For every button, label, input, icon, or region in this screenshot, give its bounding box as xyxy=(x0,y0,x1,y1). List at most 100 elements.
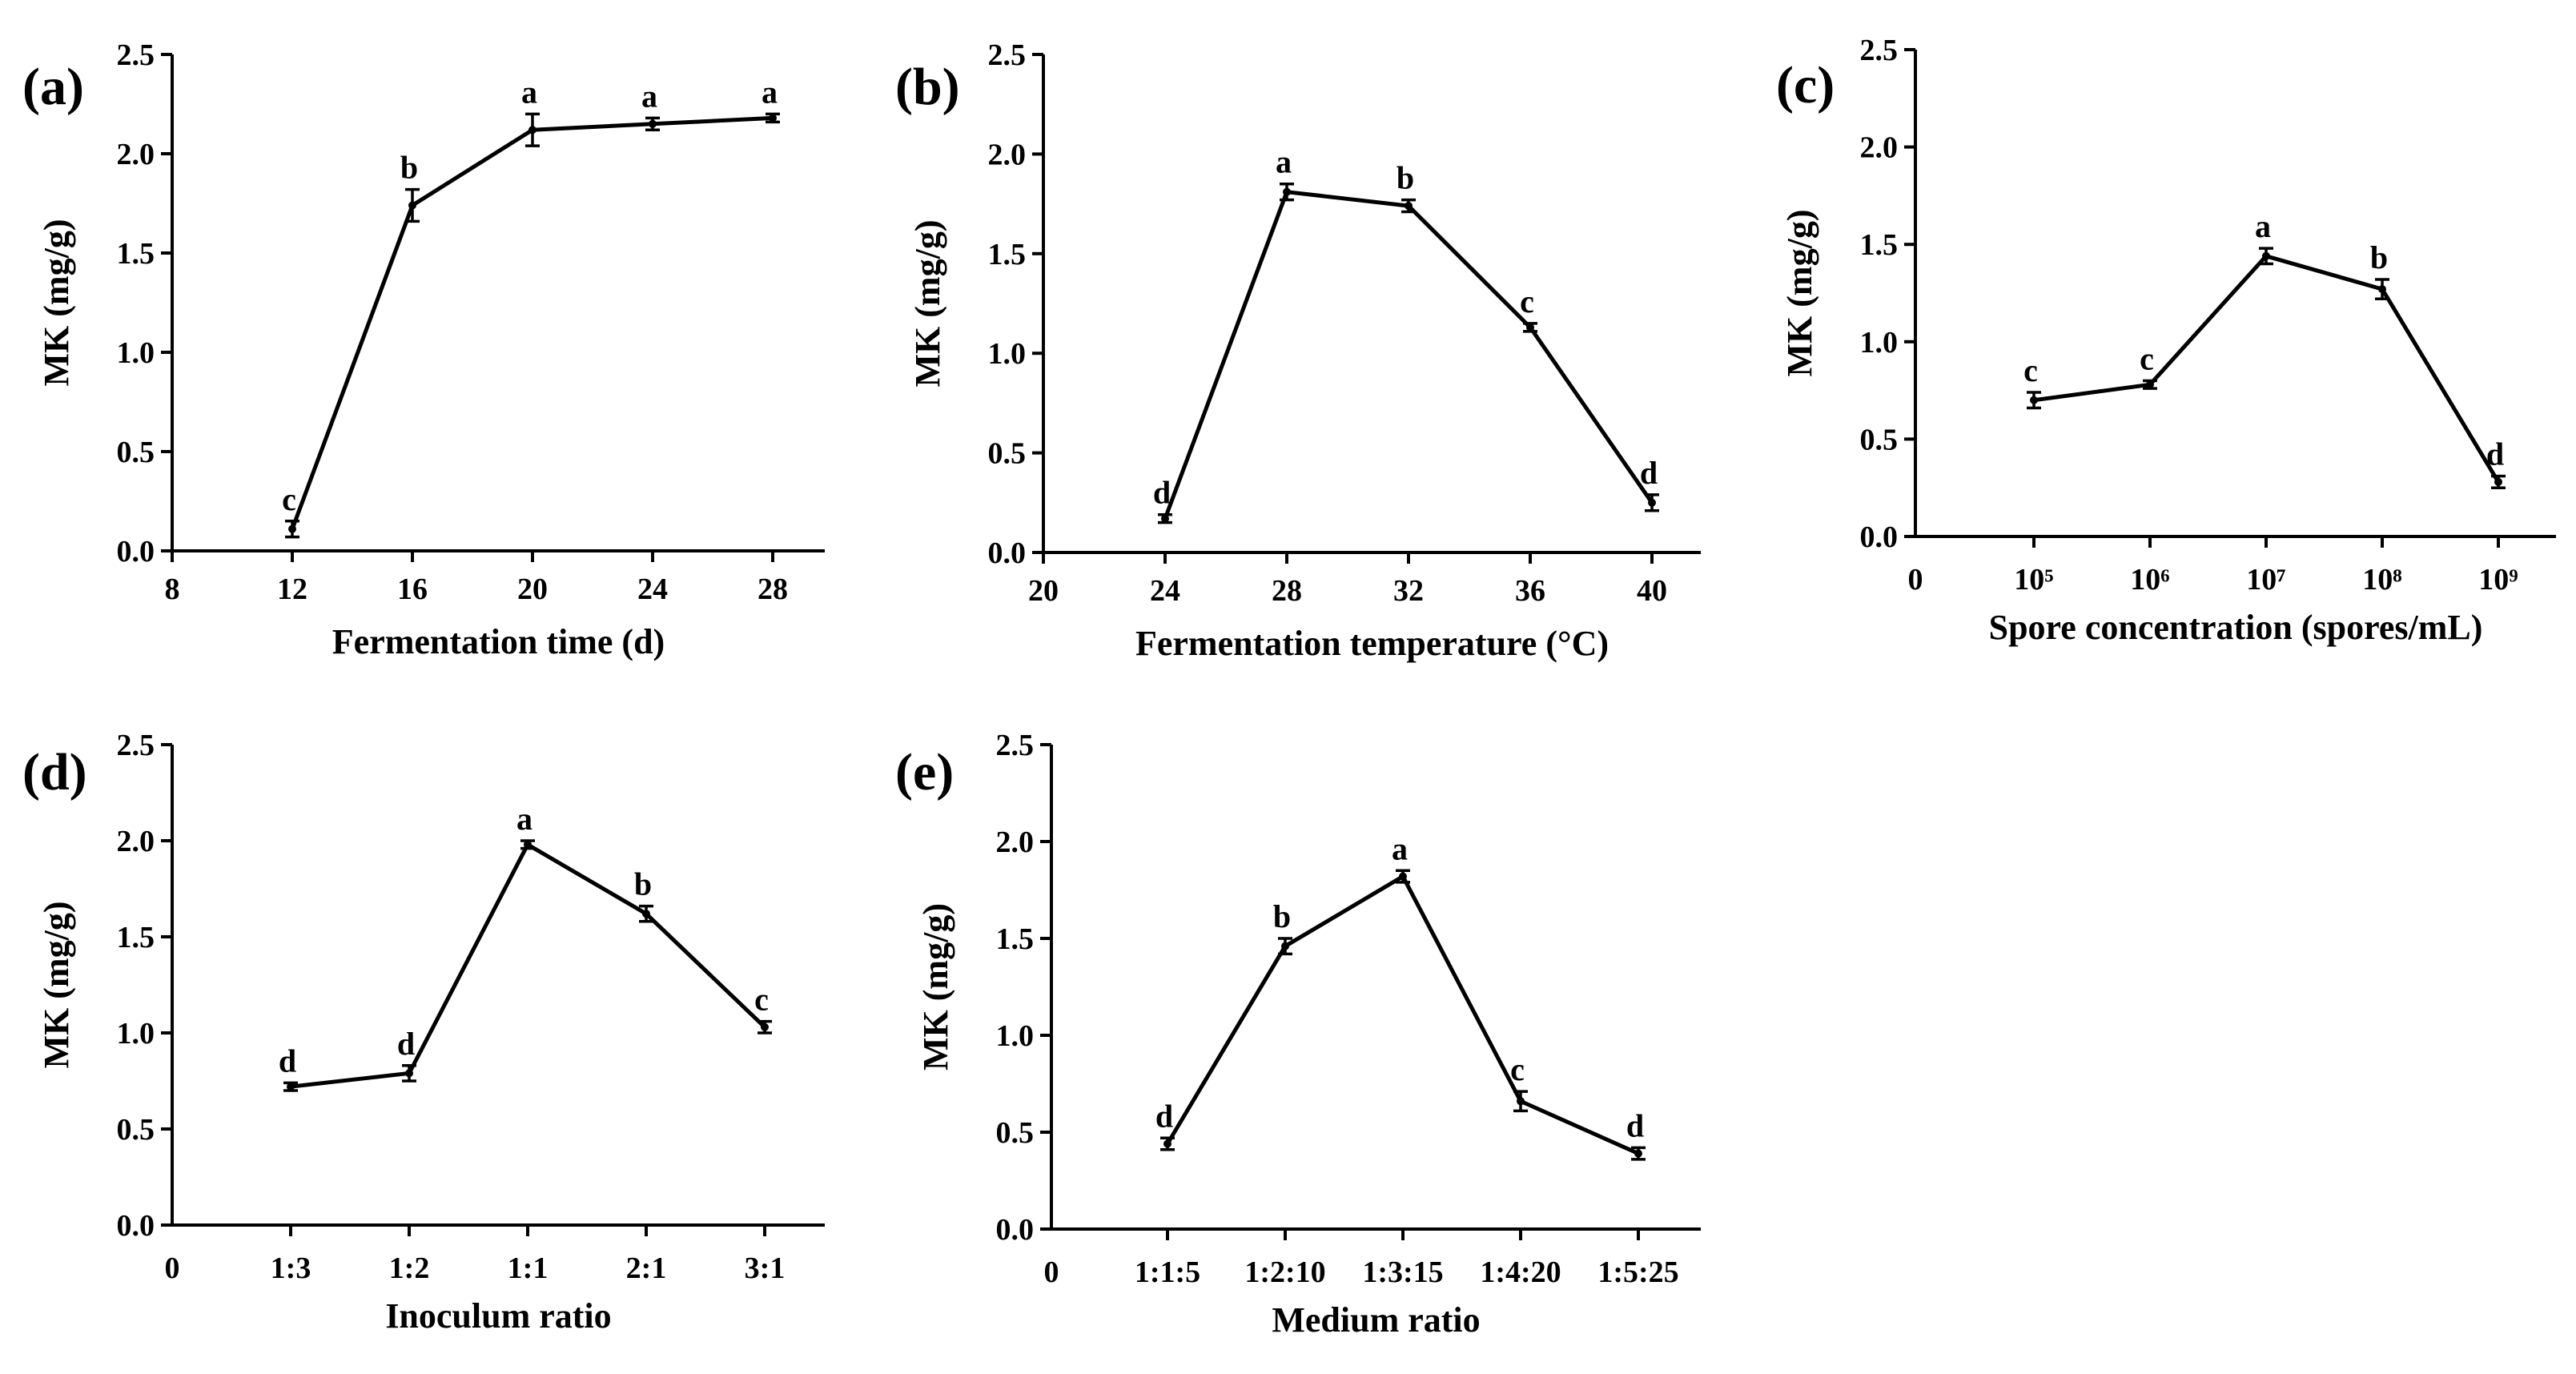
significance-label: a xyxy=(521,74,537,110)
data-point xyxy=(2262,251,2270,260)
y-tick-label: 0.5 xyxy=(117,436,155,469)
y-tick-label: 2.5 xyxy=(988,38,1027,72)
y-tick-label: 2.5 xyxy=(1860,34,1899,67)
x-tick-label-zero: 0 xyxy=(165,1251,180,1285)
x-tick-label: 10⁷ xyxy=(2246,563,2285,597)
x-tick-label: 16 xyxy=(397,572,428,606)
x-tick-label: 1:3:15 xyxy=(1362,1255,1443,1289)
y-tick-label: 0.0 xyxy=(1860,520,1899,554)
y-tick-label: 2.0 xyxy=(1860,131,1899,165)
y-tick-label: 2.0 xyxy=(996,826,1035,859)
data-point xyxy=(1283,187,1291,196)
chart-panel-1: 0.0 0.5 1.0 1.5 2.0 2.5 8 12 16 20 24 28 Fermentatio… xyxy=(22,38,825,661)
x-axis-label: Fermentation time (d) xyxy=(332,622,665,661)
x-axis-label: Inoculum ratio xyxy=(385,1296,611,1336)
series-line xyxy=(1165,874,1640,1155)
series-line xyxy=(290,115,774,530)
significance-label: b xyxy=(634,866,652,902)
data-point xyxy=(405,1069,413,1078)
data-point xyxy=(1399,872,1407,881)
y-tick-label: 2.5 xyxy=(117,38,155,72)
x-tick-label: 1:1 xyxy=(508,1251,549,1285)
significance-label: c xyxy=(282,481,296,517)
y-tick-label: 2.0 xyxy=(988,138,1027,171)
x-tick-label: 36 xyxy=(1515,574,1545,608)
x-tick-label: 20 xyxy=(1028,574,1059,608)
y-tick-label: 1.0 xyxy=(117,336,155,370)
data-point xyxy=(1161,514,1169,523)
significance-label: d xyxy=(397,1026,415,1062)
x-tick-label: 1:2 xyxy=(389,1251,430,1285)
y-tick-label: 1.5 xyxy=(117,237,155,271)
x-tick-label: 3:1 xyxy=(745,1251,786,1285)
series-line xyxy=(2033,254,2501,484)
x-tick-label: 8 xyxy=(165,572,180,606)
data-point xyxy=(1526,323,1534,331)
significance-label: c xyxy=(2140,340,2154,376)
y-axis-label: MK (mg/g) xyxy=(908,220,947,388)
x-tick-label-zero: 0 xyxy=(1908,563,1923,597)
significance-label: b xyxy=(1273,898,1291,934)
x-tick-label: 28 xyxy=(758,572,788,606)
significance-label: a xyxy=(762,74,778,110)
y-axis-label: MK (mg/g) xyxy=(1780,210,1819,377)
significance-label: d xyxy=(279,1043,296,1079)
x-tick-label: 12 xyxy=(277,572,307,606)
x-tick-label-zero: 0 xyxy=(1044,1255,1059,1289)
significance-label: a xyxy=(2255,208,2271,244)
y-tick-label: 1.5 xyxy=(988,238,1027,271)
significance-label: d xyxy=(1153,475,1171,511)
y-tick-label: 1.0 xyxy=(996,1019,1035,1053)
data-point xyxy=(1281,942,1289,950)
significance-label: d xyxy=(1640,455,1658,491)
series-line xyxy=(1163,190,1654,520)
significance-label: a xyxy=(1392,830,1408,866)
panel-label: (e) xyxy=(895,743,954,802)
significance-label: b xyxy=(400,150,418,186)
y-axis-label: MK (mg/g) xyxy=(37,219,76,387)
data-point xyxy=(2030,396,2038,404)
x-tick-label: 1:3 xyxy=(271,1251,311,1285)
panel-label: (d) xyxy=(22,743,87,802)
y-tick-label: 2.5 xyxy=(117,729,155,762)
x-tick-label: 20 xyxy=(517,572,548,606)
significance-label: b xyxy=(1397,160,1414,196)
data-point xyxy=(642,910,650,918)
y-tick-label: 0.5 xyxy=(996,1116,1035,1150)
y-tick-label: 0.5 xyxy=(1860,423,1899,456)
data-point xyxy=(769,114,777,123)
panel-label: (c) xyxy=(1776,56,1835,114)
x-tick-label: 40 xyxy=(1637,574,1667,608)
data-point xyxy=(1405,202,1413,211)
chart-panel-2: 0.0 0.5 1.0 1.5 2.0 2.5 20 24 28 32 36 40 Fermentati… xyxy=(895,38,1701,663)
significance-label: c xyxy=(2023,352,2038,388)
chart-panel-4: 0.0 0.5 1.0 1.5 2.0 2.5 0 1:3 1:2 1:1 2:1 3:1 Inocul… xyxy=(22,729,825,1336)
data-point xyxy=(528,126,536,135)
y-tick-label: 1.0 xyxy=(117,1017,155,1051)
data-point xyxy=(1163,1139,1171,1148)
y-tick-label: 1.5 xyxy=(1860,228,1899,262)
y-tick-label: 0.0 xyxy=(117,1209,155,1243)
y-tick-label: 0.0 xyxy=(988,536,1027,570)
x-tick-label: 10⁵ xyxy=(2014,563,2053,597)
panel-label: (b) xyxy=(895,58,960,116)
significance-label: a xyxy=(641,78,657,114)
significance-label: b xyxy=(2370,239,2388,275)
panel-label: (a) xyxy=(22,58,84,116)
y-tick-label: 0.0 xyxy=(117,535,155,568)
x-tick-label: 24 xyxy=(1150,574,1180,608)
chart-panel-5: 0.0 0.5 1.0 1.5 2.0 2.5 0 1:1:5 1:2:10 1:3:15 1:4:… xyxy=(895,729,1701,1340)
significance-label: d xyxy=(1155,1098,1173,1134)
y-tick-label: 1.0 xyxy=(988,337,1027,371)
significance-label: d xyxy=(1626,1107,1644,1143)
x-tick-label: 1:4:20 xyxy=(1480,1255,1561,1289)
significance-label: d xyxy=(2486,436,2504,472)
y-axis-label: MK (mg/g) xyxy=(37,902,76,1069)
y-tick-label: 0.0 xyxy=(996,1213,1035,1247)
x-axis-label: Spore concentration (spores/mL) xyxy=(1989,608,2483,647)
data-point xyxy=(1648,498,1656,507)
data-point xyxy=(761,1022,769,1031)
data-point xyxy=(649,119,657,128)
data-point xyxy=(1634,1149,1642,1158)
